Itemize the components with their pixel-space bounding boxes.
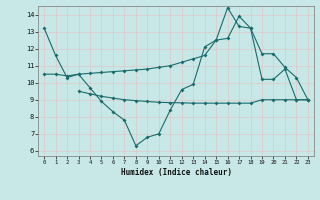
X-axis label: Humidex (Indice chaleur): Humidex (Indice chaleur) bbox=[121, 168, 231, 177]
